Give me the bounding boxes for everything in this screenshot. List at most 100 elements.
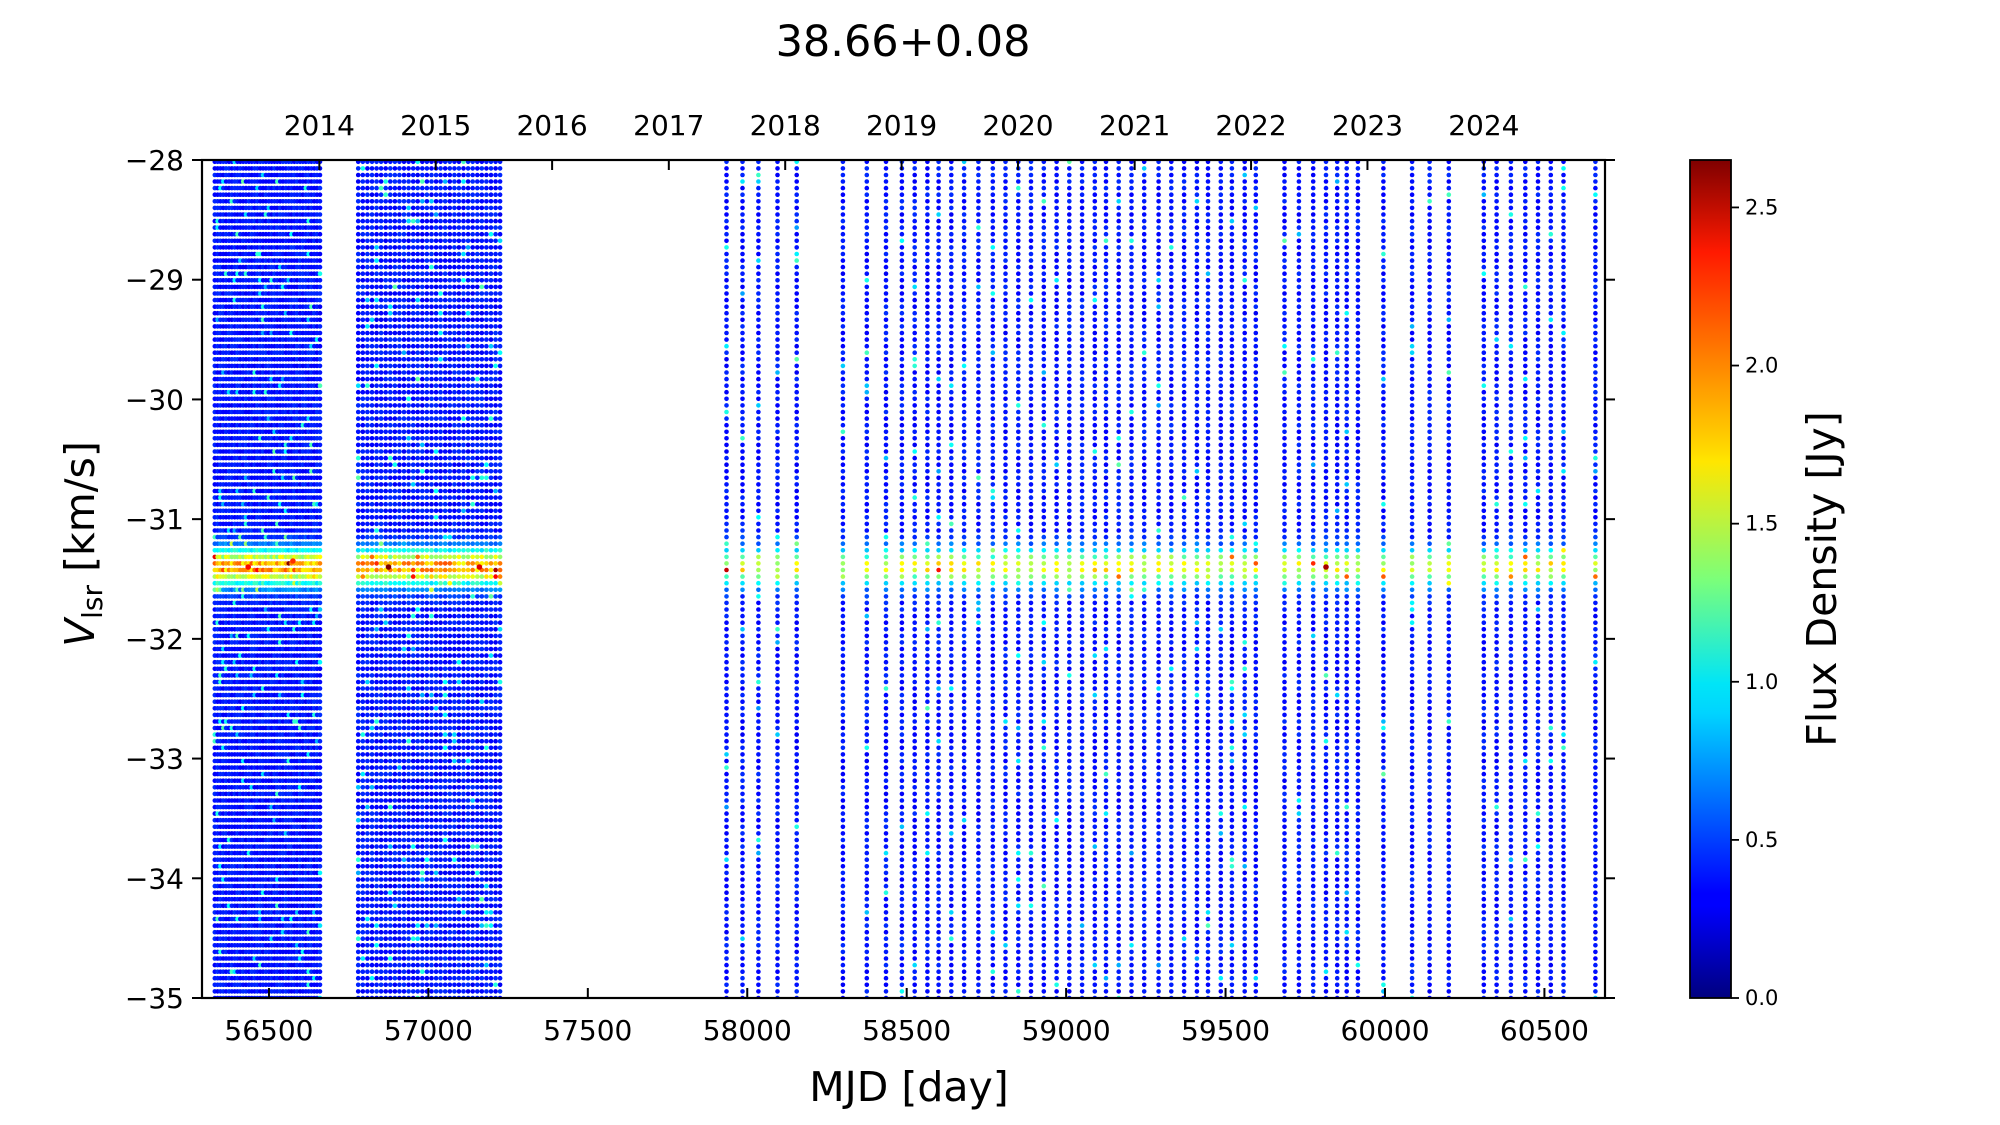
data-point — [317, 791, 323, 797]
data-point — [355, 910, 361, 915]
data-point — [317, 508, 323, 514]
data-point — [317, 850, 323, 856]
data-point — [317, 199, 323, 204]
data-point — [355, 883, 361, 889]
data-point — [355, 429, 361, 435]
data-point — [317, 778, 323, 783]
data-point — [355, 798, 361, 803]
data-point — [355, 989, 361, 994]
data-point — [317, 877, 323, 882]
data-point — [317, 640, 323, 645]
data-point — [355, 712, 361, 718]
data-point — [317, 607, 323, 612]
data-point — [317, 258, 323, 263]
data-point — [317, 975, 323, 981]
data-point — [355, 785, 361, 790]
data-point — [317, 396, 323, 402]
data-point — [355, 699, 361, 704]
data-point — [317, 185, 323, 191]
data-point — [355, 732, 361, 737]
data-point — [355, 870, 361, 876]
data-point — [355, 449, 361, 454]
data-point — [355, 877, 361, 882]
data-point — [355, 850, 361, 856]
data-point — [317, 752, 323, 757]
data-point — [317, 310, 323, 316]
data-point — [317, 943, 323, 948]
data-point — [355, 936, 361, 941]
data-point — [317, 673, 323, 678]
data-point — [355, 804, 361, 810]
data-point — [355, 844, 361, 849]
data-point — [355, 462, 361, 468]
data-point — [355, 534, 361, 540]
data-point — [317, 686, 323, 691]
data-point — [317, 929, 323, 935]
data-point — [317, 989, 323, 994]
data-point — [355, 646, 361, 652]
data-point — [317, 962, 323, 968]
data-point — [317, 376, 323, 382]
data-point — [317, 225, 323, 230]
data-point — [355, 738, 361, 744]
data-point — [317, 416, 323, 421]
data-point — [355, 896, 361, 902]
data-point — [355, 765, 361, 770]
data-point — [317, 442, 323, 448]
data-point — [317, 534, 323, 540]
data-point — [317, 864, 323, 869]
data-point — [355, 508, 361, 514]
data-point — [317, 870, 323, 876]
data-point — [355, 475, 361, 481]
data-point — [317, 719, 323, 724]
data-point — [355, 673, 361, 678]
data-point — [355, 758, 361, 764]
data-point — [317, 350, 323, 356]
data-point — [355, 975, 361, 981]
data-point — [317, 613, 323, 619]
data-point — [317, 587, 323, 593]
data-point — [317, 580, 323, 586]
data-point — [317, 785, 323, 790]
data-point — [355, 416, 361, 421]
data-point — [317, 765, 323, 770]
data-point — [317, 646, 323, 652]
data-point — [355, 422, 361, 428]
data-point — [355, 482, 361, 487]
data-point — [355, 515, 361, 520]
data-point — [317, 844, 323, 849]
epoch-spectrum — [317, 160, 323, 998]
data-point — [355, 620, 361, 625]
data-point — [317, 264, 323, 270]
data-point — [355, 541, 361, 546]
data-point — [317, 495, 323, 500]
data-point — [317, 923, 323, 928]
data-point — [317, 824, 323, 830]
data-point — [317, 462, 323, 468]
data-point — [317, 343, 323, 349]
data-point — [317, 482, 323, 487]
data-point — [317, 297, 323, 303]
data-point — [355, 778, 361, 783]
data-point — [317, 811, 323, 816]
data-point — [355, 409, 361, 415]
data-point — [317, 916, 323, 922]
data-point — [355, 561, 361, 566]
data-point — [355, 574, 361, 579]
data-point — [355, 403, 361, 408]
data-point — [355, 969, 361, 974]
data-point — [317, 245, 323, 250]
data-point — [317, 172, 323, 178]
data-point — [317, 706, 323, 711]
data-point — [355, 824, 361, 830]
data-point — [355, 903, 361, 909]
data-point — [355, 982, 361, 988]
data-point — [317, 666, 323, 672]
data-point — [317, 488, 323, 494]
data-point — [317, 857, 323, 862]
data-point — [317, 271, 323, 277]
data-point — [317, 594, 323, 599]
data-point — [355, 956, 361, 961]
data-point — [317, 883, 323, 889]
